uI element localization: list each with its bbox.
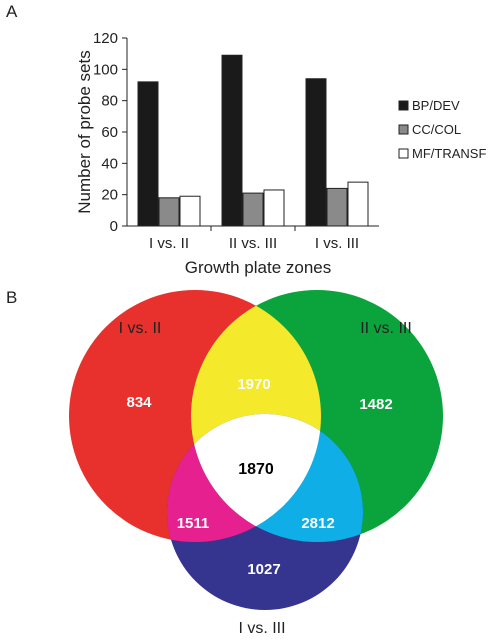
legend: BP/DEV CC/COL MF/TRANSF — [398, 98, 486, 161]
y-tick-label: 120 — [93, 30, 118, 47]
y-ticks: 0 20 40 60 80 100 120 — [93, 30, 127, 235]
y-tick-label: 20 — [101, 187, 118, 204]
venn-set-label-1: I vs. II — [119, 320, 162, 337]
bar-cc-col — [242, 192, 264, 227]
venn-value-1-3: 1511 — [177, 515, 210, 532]
venn-set-label-3: I vs. III — [238, 620, 285, 637]
y-tick-label: 0 — [110, 218, 118, 235]
legend-swatch — [398, 100, 409, 111]
bar-cc-col — [158, 197, 180, 227]
bar-mf-transf — [263, 189, 285, 227]
venn-diagram: I vs. II II vs. III I vs. III 834 1482 1… — [69, 290, 443, 637]
legend-label: MF/TRANSF — [412, 146, 486, 161]
venn-value-2-3: 2812 — [301, 515, 334, 532]
bar-bp-dev — [221, 54, 243, 227]
y-tick-label: 40 — [101, 155, 118, 172]
bar-cc-col — [326, 187, 348, 227]
venn-value-1-2: 1970 — [237, 376, 270, 393]
panel-a-label: A — [6, 2, 18, 21]
panel-b-label: B — [6, 288, 17, 307]
bar-mf-transf — [179, 195, 201, 227]
x-tick-label: I vs. III — [315, 235, 359, 252]
y-tick-label: 60 — [101, 124, 118, 141]
y-tick-label: 80 — [101, 93, 118, 110]
bar-bp-dev — [137, 81, 159, 227]
legend-swatch — [398, 124, 409, 135]
y-axis-label: Number of probe sets — [75, 50, 94, 213]
bar-mf-transf — [347, 181, 369, 227]
x-tick-label: I vs. II — [149, 235, 189, 252]
x-tick-label: II vs. III — [229, 235, 277, 252]
venn-set-label-2: II vs. III — [360, 320, 412, 337]
venn-value-set-3-only: 1027 — [247, 561, 280, 578]
venn-value-set-1-only: 834 — [126, 394, 152, 411]
bars — [137, 54, 369, 227]
x-ticks: I vs. II II vs. III I vs. III — [149, 226, 359, 252]
legend-label: CC/COL — [412, 122, 461, 137]
venn-value-1-2-3: 1870 — [238, 461, 274, 478]
venn-value-set-2-only: 1482 — [359, 396, 392, 413]
legend-swatch — [398, 148, 409, 159]
x-axis-label: Growth plate zones — [185, 258, 331, 277]
y-tick-label: 100 — [93, 61, 118, 78]
legend-label: BP/DEV — [412, 98, 460, 113]
bar-bp-dev — [305, 78, 327, 227]
